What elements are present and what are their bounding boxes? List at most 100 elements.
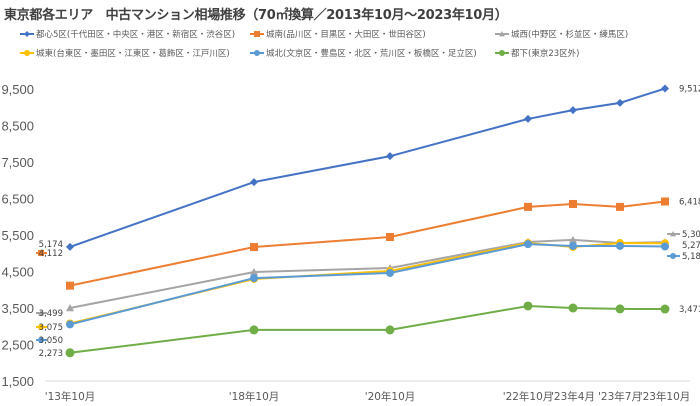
y-tick-label: 1,500 bbox=[1, 374, 34, 389]
x-tick-label: '13年10月 bbox=[45, 390, 96, 403]
data-point bbox=[524, 240, 532, 249]
series-0: 5,174 9,512 bbox=[39, 84, 700, 251]
x-tick-label: '23年4月 bbox=[551, 390, 595, 403]
data-point bbox=[660, 304, 670, 314]
label-key-marker bbox=[670, 253, 676, 259]
y-tick-label: 3,500 bbox=[1, 301, 34, 316]
y-tick-label: 2,500 bbox=[1, 338, 34, 353]
legend-marker-icon bbox=[495, 31, 509, 37]
legend-label: 城北(文京区・豊島区・北区・荒川区・板橋区・足立区) bbox=[266, 49, 477, 59]
first-data-label: 3,075 bbox=[39, 323, 63, 333]
legend-marker-icon bbox=[20, 31, 34, 37]
data-point bbox=[66, 304, 74, 312]
data-point bbox=[569, 235, 577, 244]
data-point bbox=[569, 241, 577, 250]
last-data-label: 6,418 bbox=[679, 197, 700, 207]
y-tick-label: 5,500 bbox=[1, 228, 34, 243]
data-point bbox=[250, 274, 258, 283]
label-key-marker bbox=[38, 324, 44, 330]
y-tick-label: 6,500 bbox=[1, 192, 34, 207]
last-data-label: 9,512 bbox=[679, 85, 700, 95]
data-point bbox=[66, 320, 74, 329]
x-tick-label: '23年7月 bbox=[598, 390, 642, 403]
data-point bbox=[250, 178, 258, 187]
data-point bbox=[661, 84, 669, 93]
data-point bbox=[524, 202, 532, 211]
legend-marker-icon bbox=[20, 50, 34, 56]
data-point bbox=[65, 348, 75, 358]
label-key-marker bbox=[38, 337, 44, 343]
first-data-label: 5,174 bbox=[39, 240, 63, 250]
legend-label: 城西(中野区・杉並区・練馬区) bbox=[511, 30, 629, 40]
data-point bbox=[524, 114, 532, 123]
data-point bbox=[386, 233, 394, 242]
data-point bbox=[523, 301, 533, 311]
x-tick-label: '20年10月 bbox=[365, 390, 416, 403]
first-data-label: 4,112 bbox=[39, 249, 63, 259]
data-point bbox=[250, 268, 258, 276]
data-point bbox=[386, 268, 394, 277]
last-data-label: 5,305 bbox=[682, 230, 700, 240]
data-point bbox=[616, 202, 624, 211]
last-data-label: 5,185 bbox=[682, 252, 700, 262]
x-tick-label: '18年10月 bbox=[229, 390, 280, 403]
legend-item: 城西(中野区・杉並区・練馬区) bbox=[495, 28, 628, 40]
data-point bbox=[615, 304, 625, 314]
data-point bbox=[249, 325, 259, 335]
series-line bbox=[69, 243, 666, 326]
data-point bbox=[616, 241, 624, 250]
last-data-label: 5,273 bbox=[682, 241, 700, 251]
first-data-label: 3,499 bbox=[39, 309, 63, 319]
chart-title: 東京都各エリア 中古マンション相場推移（70㎡換算／2013年10月～2023年… bbox=[4, 8, 508, 23]
series-line bbox=[69, 304, 666, 354]
series-3: 3,075 5,273 bbox=[36, 239, 700, 333]
legend-marker bbox=[254, 50, 260, 56]
legend-item: 都心5区(千代田区・中央区・港区・新宿区・渋谷区) bbox=[20, 28, 235, 40]
legend-label: 城南(品川区・目黒区・大田区・世田谷区) bbox=[266, 30, 426, 40]
data-point bbox=[66, 281, 74, 290]
legend-label: 都心5区(千代田区・中央区・港区・新宿区・渋谷区) bbox=[36, 30, 236, 40]
legend-label: 都下(東京23区外) bbox=[511, 49, 580, 59]
legend-label: 城東(台東区・墨田区・江東区・葛飾区・江戸川区) bbox=[36, 49, 230, 59]
legend-marker bbox=[254, 31, 260, 37]
data-point bbox=[386, 152, 394, 161]
label-key-marker bbox=[38, 250, 44, 256]
legend-marker bbox=[24, 31, 30, 37]
data-point bbox=[568, 303, 578, 313]
legend-marker bbox=[24, 50, 30, 56]
data-point bbox=[250, 243, 258, 252]
data-point bbox=[661, 242, 669, 251]
legend-marker-icon bbox=[250, 31, 264, 37]
y-tick-label: 4,500 bbox=[1, 265, 34, 280]
data-point bbox=[569, 106, 577, 115]
legend-item: 城南(品川区・目黒区・大田区・世田谷区) bbox=[250, 28, 426, 40]
first-data-label: 2,273 bbox=[39, 349, 63, 359]
y-tick-label: 9,500 bbox=[1, 82, 34, 97]
legend-item: 城東(台東区・墨田区・江東区・葛飾区・江戸川区) bbox=[20, 47, 230, 59]
legend-marker-icon bbox=[495, 50, 509, 56]
y-tick-label: 7,500 bbox=[1, 155, 34, 170]
series-line bbox=[69, 87, 666, 248]
legend-item: 城北(文京区・豊島区・北区・荒川区・板橋区・足立区) bbox=[250, 47, 477, 59]
data-point bbox=[661, 197, 669, 206]
legend-item: 都下(東京23区外) bbox=[495, 47, 579, 59]
legend-marker bbox=[499, 31, 505, 37]
series-5: 2,273 3,471 bbox=[39, 301, 700, 359]
data-point bbox=[66, 242, 74, 251]
last-data-label: 3,471 bbox=[679, 305, 700, 315]
first-data-label: 3,050 bbox=[39, 336, 63, 346]
x-tick-label: '22年10月 bbox=[503, 390, 554, 403]
data-point bbox=[616, 98, 624, 107]
data-point bbox=[385, 325, 395, 335]
legend-marker bbox=[499, 50, 505, 56]
data-point bbox=[569, 199, 577, 208]
y-tick-label: 8,500 bbox=[1, 119, 34, 134]
series-1: 4,112 6,418 bbox=[36, 197, 700, 290]
label-key-marker bbox=[38, 310, 44, 316]
x-tick-label: '23年10月 bbox=[640, 390, 691, 403]
series-4: 3,050 5,185 bbox=[36, 240, 700, 346]
label-key-marker bbox=[670, 231, 676, 237]
legend-marker-icon bbox=[250, 50, 264, 56]
